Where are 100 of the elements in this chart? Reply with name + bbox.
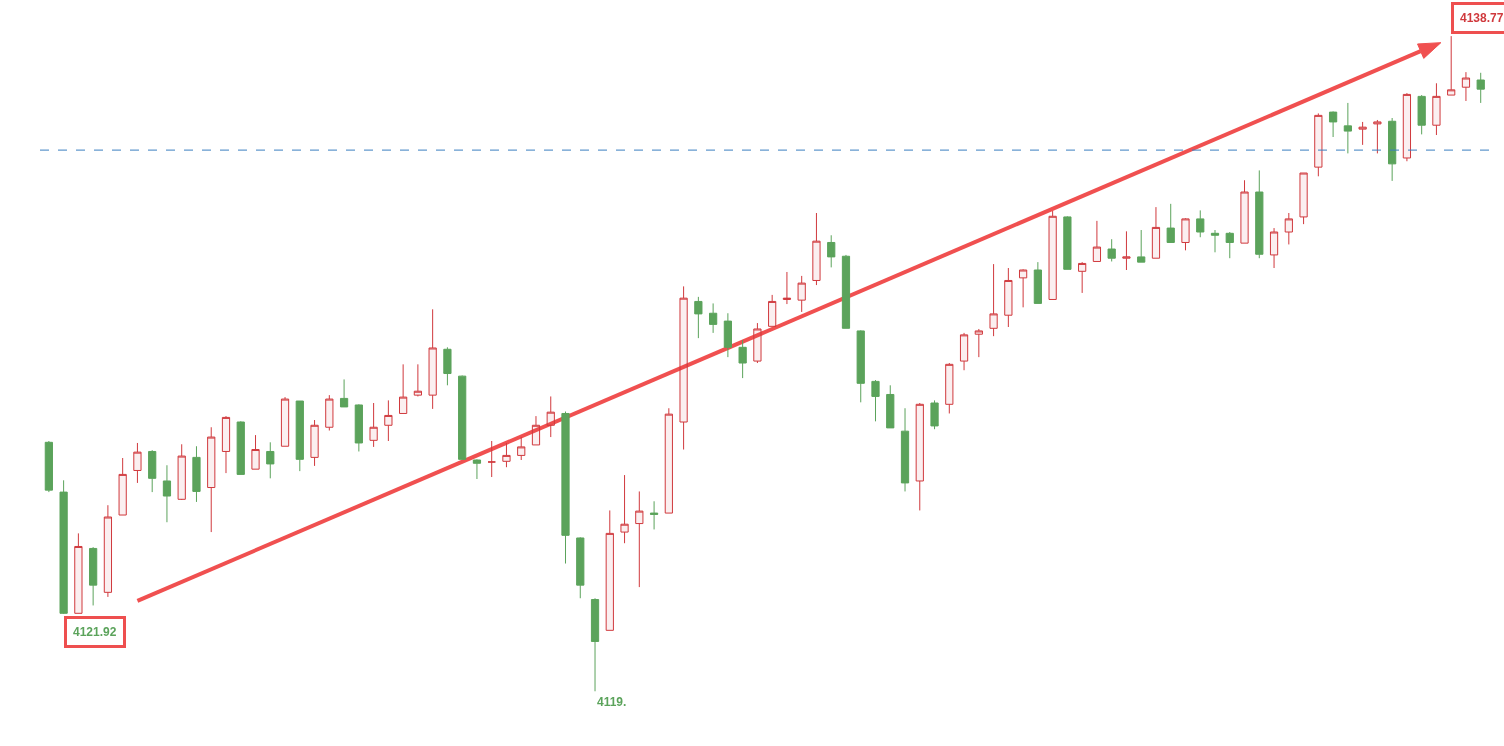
candlestick (133, 442, 142, 484)
candlestick (797, 275, 806, 313)
candlestick (1417, 94, 1426, 135)
candlestick (74, 532, 83, 614)
candlestick (177, 443, 186, 501)
candlestick (1166, 203, 1175, 243)
candlestick (1255, 169, 1264, 259)
candlestick (251, 434, 260, 470)
candlestick (546, 395, 555, 438)
candlestick (827, 234, 836, 268)
candlestick (517, 436, 526, 461)
candlestick (886, 384, 895, 429)
candlestick (502, 442, 511, 468)
candlestick (1314, 112, 1323, 177)
candlestick (915, 402, 924, 511)
candlestick (1284, 212, 1293, 245)
candlestick (148, 449, 157, 493)
candlestick (856, 329, 865, 403)
candlestick (531, 415, 541, 446)
candlestick (1033, 261, 1042, 304)
candlestick (280, 396, 290, 447)
candlestick (709, 302, 718, 334)
candlestick (1018, 268, 1028, 308)
candlestick (1461, 71, 1471, 102)
candlestick (649, 500, 659, 530)
candlestick (1373, 119, 1382, 154)
candlestick (325, 394, 334, 432)
candlestick (236, 420, 245, 475)
candlestick (1432, 82, 1441, 136)
candlestick (413, 363, 423, 397)
candlestick (1328, 110, 1338, 138)
candlestick (989, 263, 998, 337)
candlestick (738, 339, 747, 379)
candlestick (1063, 215, 1072, 270)
candlestick (354, 403, 363, 452)
candlestick (1269, 227, 1279, 269)
candlestick (605, 509, 614, 631)
text: 4119. (597, 695, 627, 709)
candlestick (339, 378, 349, 408)
candlestick (1225, 231, 1234, 259)
candlestick (310, 419, 319, 467)
candlestick (620, 474, 629, 544)
candlestick (1447, 35, 1456, 96)
candlestick (1048, 210, 1057, 300)
candlestick (443, 346, 452, 386)
candlestick (384, 399, 393, 442)
candlestick (89, 546, 98, 606)
candlestick (590, 597, 600, 692)
candlestick (1078, 261, 1087, 294)
candlestick (1343, 102, 1352, 154)
candlestick (1210, 229, 1220, 253)
candlestick (945, 362, 954, 414)
candlestick (694, 296, 703, 339)
candlestick (458, 374, 467, 461)
candlestick (399, 363, 408, 414)
candlestick (974, 328, 983, 358)
candlestick (1122, 230, 1131, 271)
candlestick (162, 464, 172, 523)
candlestick (1388, 117, 1397, 182)
candlestick (782, 271, 792, 305)
candlestick (1358, 121, 1367, 146)
candlestick (1181, 217, 1190, 251)
candlestick (428, 308, 437, 410)
candlestick (959, 332, 969, 371)
candlestick (1402, 92, 1412, 162)
candlestick (266, 441, 275, 479)
candlestick (221, 415, 231, 474)
annotation: 4121.92 (73, 625, 117, 639)
candlestick (664, 407, 673, 514)
candlestick (576, 536, 585, 599)
text: 4138.77 (1460, 11, 1504, 25)
candlestick (118, 457, 127, 516)
candlestick (753, 322, 762, 364)
candlestick (561, 411, 570, 565)
candlestick (930, 399, 939, 430)
candlestick (487, 440, 496, 478)
candlestick (900, 407, 910, 492)
candlestick (1240, 179, 1249, 244)
candlestick (295, 400, 304, 472)
candlestick (1151, 206, 1161, 259)
candlestick (1092, 220, 1102, 262)
candlestick (768, 294, 777, 327)
candlestick (1196, 209, 1205, 238)
candlestick (679, 285, 688, 451)
candlestick (369, 402, 378, 448)
candlestick (59, 479, 68, 615)
candlestick (192, 445, 201, 503)
candlestick (723, 312, 732, 358)
candlestick (472, 459, 482, 480)
candlestick (871, 379, 880, 422)
candlestick (103, 504, 113, 598)
candlestick (1004, 267, 1013, 328)
candlestick (635, 490, 644, 588)
candlestick (812, 212, 821, 286)
candlestick (207, 426, 216, 533)
candlestick (1299, 172, 1308, 225)
candlestick (1107, 238, 1116, 262)
candlestick (841, 254, 851, 329)
candlestick (44, 440, 53, 493)
candlestick (1137, 229, 1146, 263)
